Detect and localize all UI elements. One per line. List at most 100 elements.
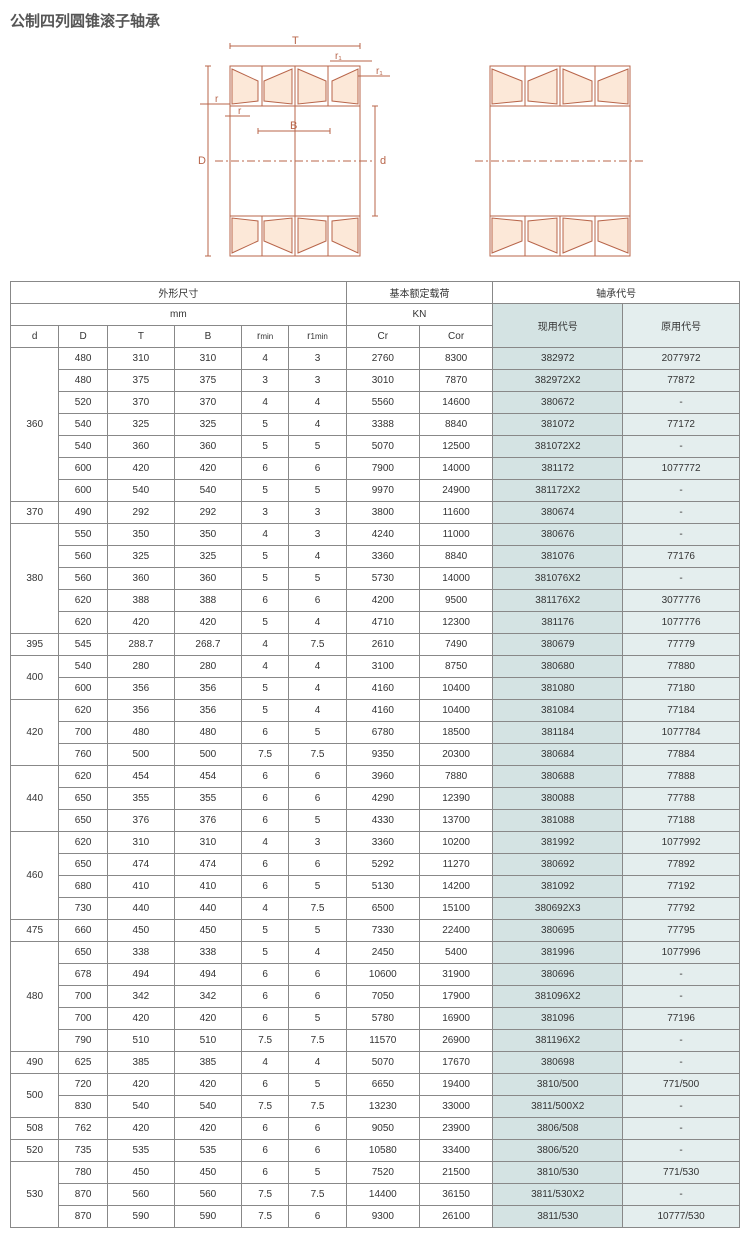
cell: 381172X2 (493, 480, 623, 502)
table-row: 440620454454663960788038068877888 (11, 766, 740, 788)
svg-text:r₁: r₁ (376, 66, 383, 77)
cell: 450 (107, 1162, 174, 1184)
cell: 380692 (493, 854, 623, 876)
cell: 420 (107, 458, 174, 480)
cell: 381076 (493, 546, 623, 568)
cell: 17670 (419, 1052, 492, 1074)
table-row: 678494494661060031900380696- (11, 964, 740, 986)
cell: 288.7 (107, 634, 174, 656)
cell: 6 (289, 1206, 346, 1228)
cell: 4290 (346, 788, 419, 810)
cell: 10777/530 (623, 1206, 740, 1228)
cell: 4 (289, 700, 346, 722)
cell: 3100 (346, 656, 419, 678)
cell: 560 (59, 546, 107, 568)
cell: 77892 (623, 854, 740, 876)
cell: 9050 (346, 1118, 419, 1140)
cell: 9500 (419, 590, 492, 612)
cell: 12390 (419, 788, 492, 810)
cell: 385 (107, 1052, 174, 1074)
cell: 376 (107, 810, 174, 832)
cell: 1077992 (623, 832, 740, 854)
cell: 678 (59, 964, 107, 986)
table-header: 外形尺寸 基本额定载荷 轴承代号 mm KN 现用代号 原用代号 d D T B… (11, 282, 740, 348)
table-row: 70034234266705017900381096X2- (11, 986, 740, 1008)
cell: 3 (289, 502, 346, 524)
cell: 5292 (346, 854, 419, 876)
cell: 342 (174, 986, 241, 1008)
header-dims: 外形尺寸 (11, 282, 347, 304)
cell: 5 (241, 700, 288, 722)
cell: 545 (59, 634, 107, 656)
cell: 325 (107, 546, 174, 568)
cell: 3 (289, 370, 346, 392)
cell: 356 (174, 700, 241, 722)
cell: 4 (241, 524, 288, 546)
table-row: 460620310310433360102003819921077992 (11, 832, 740, 854)
cell: 4710 (346, 612, 419, 634)
cell: 6 (289, 854, 346, 876)
cell: 6 (241, 1162, 288, 1184)
cell: 388 (107, 590, 174, 612)
cell: 7.5 (289, 744, 346, 766)
cell: 6 (289, 986, 346, 1008)
cell: 5 (289, 810, 346, 832)
cell: 14200 (419, 876, 492, 898)
cell: 7330 (346, 920, 419, 942)
cell: 4 (241, 898, 288, 920)
header-d: d (11, 326, 59, 348)
cell: 4 (241, 1052, 288, 1074)
cell: 14000 (419, 568, 492, 590)
cell: 14400 (346, 1184, 419, 1206)
cell: 420 (174, 1008, 241, 1030)
cell: 5 (289, 1074, 346, 1096)
cell: 381092 (493, 876, 623, 898)
cell: 560 (174, 1184, 241, 1206)
cell: 6 (289, 788, 346, 810)
cell: 650 (59, 810, 107, 832)
cell: 5 (289, 480, 346, 502)
cell: 13700 (419, 810, 492, 832)
cell: 3811/500X2 (493, 1096, 623, 1118)
cell: - (623, 436, 740, 458)
cell: 360 (107, 568, 174, 590)
cell: 480 (59, 348, 107, 370)
cell: 700 (59, 986, 107, 1008)
table-row: 6503763766543301370038108877188 (11, 810, 740, 832)
cell: 5 (241, 546, 288, 568)
cell: 6 (241, 1118, 288, 1140)
cell: 6650 (346, 1074, 419, 1096)
cell: 375 (107, 370, 174, 392)
cell: 360 (174, 568, 241, 590)
header-B: B (174, 326, 241, 348)
cell: 11600 (419, 502, 492, 524)
cell: 356 (174, 678, 241, 700)
cell: 830 (59, 1096, 107, 1118)
cell: 381076X2 (493, 568, 623, 590)
cell: 6 (289, 458, 346, 480)
cell: 700 (59, 1008, 107, 1030)
cell: 790 (59, 1030, 107, 1052)
table-row: 4756604504505573302240038069577795 (11, 920, 740, 942)
cell: 474 (107, 854, 174, 876)
cell: 474 (174, 854, 241, 876)
cell: 6 (241, 854, 288, 876)
cell: 77888 (623, 766, 740, 788)
cell-d: 440 (11, 766, 59, 832)
cell: 450 (107, 920, 174, 942)
cell: 5 (241, 436, 288, 458)
cell: 3800 (346, 502, 419, 524)
cell: 5130 (346, 876, 419, 898)
cell: 380688 (493, 766, 623, 788)
table-row: 6804104106551301420038109277192 (11, 876, 740, 898)
cell: 77184 (623, 700, 740, 722)
cell: 5560 (346, 392, 419, 414)
cell: 10200 (419, 832, 492, 854)
cell: 11570 (346, 1030, 419, 1052)
cell: 77880 (623, 656, 740, 678)
cell: 360 (174, 436, 241, 458)
cell-d: 475 (11, 920, 59, 942)
cell: 4 (289, 656, 346, 678)
svg-text:D: D (198, 155, 206, 167)
cell: 3 (289, 832, 346, 854)
